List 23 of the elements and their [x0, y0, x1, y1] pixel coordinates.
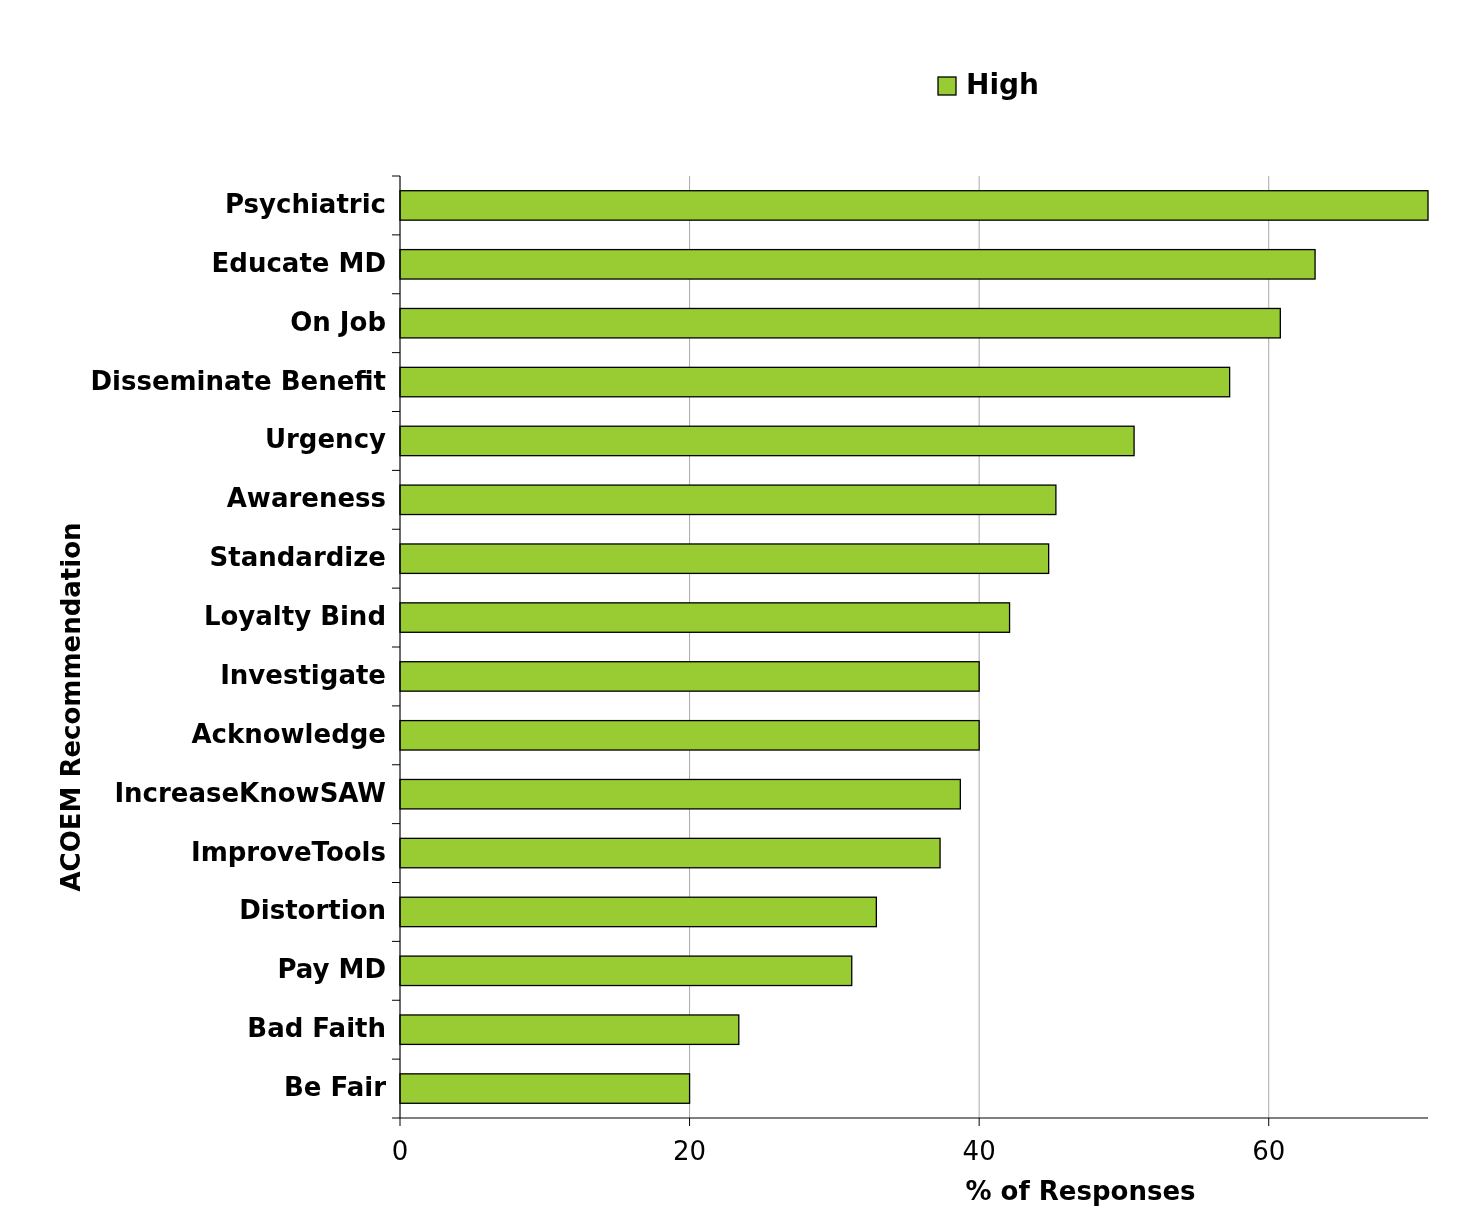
- y-tick-label: Educate MD: [211, 247, 386, 278]
- y-axis-title: ACOEM Recommendation: [56, 522, 86, 892]
- y-tick-label: Be Fair: [283, 1072, 387, 1103]
- x-tick-label: 20: [673, 1136, 707, 1166]
- x-tick-label: 60: [1252, 1136, 1286, 1166]
- x-axis-title: % of Responses: [965, 1176, 1196, 1206]
- y-tick-label: ImproveTools: [190, 836, 386, 867]
- y-tick-label: On Job: [290, 306, 386, 337]
- x-tick-label: 40: [962, 1136, 996, 1166]
- y-tick-label: Acknowledge: [191, 718, 386, 749]
- y-tick-label: Loyalty Bind: [203, 601, 386, 632]
- y-tick-label: Awareness: [226, 483, 386, 514]
- y-tick-label: Disseminate Benefit: [90, 365, 386, 396]
- y-tick-label: Psychiatric: [225, 188, 386, 219]
- y-tick-label: Investigate: [220, 659, 386, 690]
- legend-label: High: [966, 68, 1040, 101]
- y-tick-label: Bad Faith: [247, 1013, 386, 1044]
- y-tick-label: Urgency: [264, 424, 387, 455]
- y-tick-label: Distortion: [239, 895, 386, 926]
- y-tick-label: Standardize: [209, 542, 386, 573]
- x-tick-label: 0: [391, 1136, 409, 1166]
- y-tick-label: IncreaseKnowSAW: [114, 777, 386, 808]
- y-tick-label: Pay MD: [277, 954, 386, 985]
